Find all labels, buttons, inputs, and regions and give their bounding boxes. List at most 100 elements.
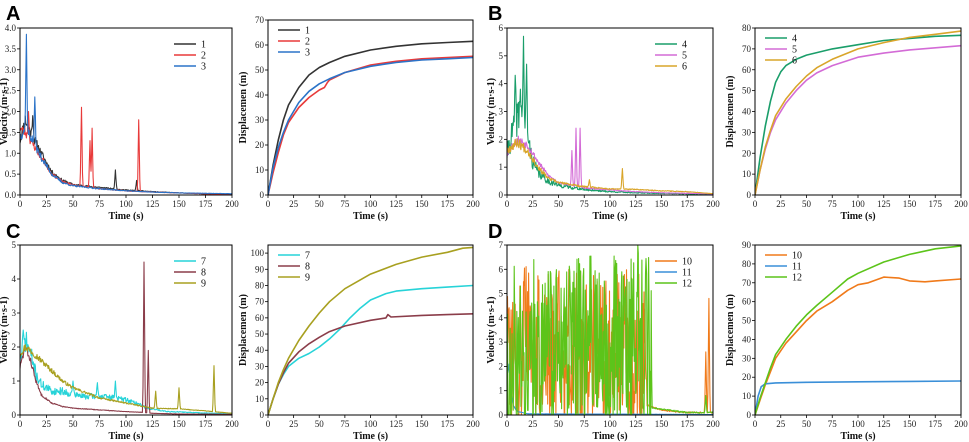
x-axis-label: Time (s): [840, 431, 875, 442]
legend-label: 1: [201, 40, 206, 51]
x-tick-label: 25: [42, 199, 52, 209]
plot-frame: [754, 27, 962, 196]
y-tick-label: 40: [255, 345, 265, 355]
x-tick-label: 50: [554, 419, 564, 429]
x-tick-label: 175: [441, 419, 455, 429]
y-tick-label: 10: [742, 169, 752, 179]
y-tick-label: 2: [499, 134, 504, 144]
x-tick-label: 100: [119, 199, 133, 209]
x-tick-label: 50: [315, 199, 325, 209]
y-tick-label: 20: [255, 378, 265, 388]
x-tick-label: 175: [929, 419, 943, 429]
legend-label: 3: [305, 48, 310, 59]
y-tick-label: 1: [499, 386, 504, 396]
x-tick-label: 0: [18, 199, 23, 209]
chart-A-displacement: 0 25 50 75 100 125 150 175 200 0 10 20 30 40 50 60 70 Tim…: [238, 15, 480, 222]
x-tick-label: 50: [802, 199, 812, 209]
x-tick-label: 100: [603, 199, 617, 209]
y-tick-label: 0: [747, 410, 752, 420]
legend-label: 7: [305, 251, 310, 262]
y-tick-label: 5: [499, 51, 504, 61]
legend-label: 8: [305, 262, 310, 273]
legend-label: 3: [201, 62, 206, 73]
series-line-9: [268, 246, 473, 415]
y-tick-label: 100: [251, 248, 265, 258]
x-tick-label: 125: [877, 199, 891, 209]
y-tick-label: 40: [255, 90, 265, 100]
x-axis-label: Time (s): [592, 211, 627, 222]
x-tick-label: 0: [266, 419, 271, 429]
legend-label: 12: [792, 273, 802, 284]
series-line-5: [755, 44, 961, 195]
legend-label: 11: [792, 262, 802, 273]
y-tick-label: 1: [12, 376, 17, 386]
y-tick-label: 10: [742, 391, 752, 401]
y-tick-label: 3: [12, 308, 17, 318]
plot-frame: [267, 244, 474, 416]
x-tick-label: 175: [681, 199, 695, 209]
x-tick-label: 175: [929, 199, 943, 209]
x-tick-label: 0: [18, 419, 23, 429]
y-tick-label: 20: [742, 372, 752, 382]
y-tick-label: 7: [499, 240, 504, 250]
y-tick-label: 80: [255, 280, 265, 290]
y-tick-label: 6: [499, 264, 504, 274]
x-tick-label: 50: [69, 199, 79, 209]
y-tick-label: 6: [499, 23, 504, 33]
x-tick-label: 75: [828, 419, 838, 429]
chart-B-displacement: 0 25 50 75 100 125 150 175 200 0 10 20 30 40 50 60 70 80 T…: [725, 23, 968, 222]
legend-label: 9: [201, 279, 206, 290]
series-line-10: [755, 276, 961, 415]
x-tick-label: 25: [776, 419, 786, 429]
y-tick-label: 2: [499, 361, 504, 371]
y-tick-label: 50: [255, 65, 265, 75]
x-tick-label: 50: [802, 419, 812, 429]
y-tick-label: 80: [742, 259, 752, 269]
x-tick-label: 150: [903, 199, 917, 209]
y-tick-label: 60: [742, 297, 752, 307]
x-axis-label: Time (s): [108, 431, 143, 442]
chart-D-displacement: 0 25 50 75 100 125 150 175 200 0 10 20 30 40 50 60 70 80 9…: [725, 240, 968, 442]
y-tick-label: 30: [742, 127, 752, 137]
y-axis-label: Velocity (m·s-1): [0, 296, 10, 363]
y-axis-label: Displacemen (m): [238, 72, 249, 144]
chart-C-displacement: 0 25 50 75 100 125 150 175 200 0 10 20 30 40 50 60 70 80 9…: [238, 244, 480, 442]
series-line-1: [20, 115, 232, 195]
x-tick-label: 200: [706, 199, 720, 209]
y-tick-label: 10: [255, 165, 265, 175]
y-tick-label: 0: [260, 190, 265, 200]
x-tick-label: 125: [146, 419, 160, 429]
x-tick-label: 175: [681, 419, 695, 429]
x-tick-label: 100: [851, 199, 865, 209]
x-tick-label: 150: [655, 199, 669, 209]
y-tick-label: 1.0: [5, 148, 17, 158]
x-tick-label: 200: [466, 419, 480, 429]
y-tick-label: 0.5: [5, 169, 17, 179]
y-tick-label: 50: [742, 316, 752, 326]
y-tick-label: 2.5: [5, 86, 17, 96]
y-axis-label: Displacemen (m): [725, 76, 736, 148]
x-tick-label: 150: [415, 199, 429, 209]
series-line-12: [507, 245, 713, 415]
y-tick-label: 60: [255, 313, 265, 323]
y-tick-label: 1.5: [5, 127, 17, 137]
legend-label: 4: [792, 34, 797, 45]
x-tick-label: 25: [528, 419, 538, 429]
y-tick-label: 50: [255, 329, 265, 339]
x-tick-label: 200: [954, 419, 968, 429]
series-line-6: [507, 138, 713, 195]
y-tick-label: 0: [499, 190, 504, 200]
series-line-2: [20, 106, 232, 195]
x-tick-label: 0: [505, 419, 510, 429]
series-line-3: [20, 33, 232, 195]
x-tick-label: 50: [69, 419, 79, 429]
y-tick-label: 20: [255, 140, 265, 150]
series-line-9: [20, 344, 232, 414]
x-tick-label: 150: [655, 419, 669, 429]
y-tick-label: 0: [499, 410, 504, 420]
x-tick-label: 100: [851, 419, 865, 429]
x-tick-label: 75: [95, 199, 105, 209]
x-tick-label: 150: [903, 419, 917, 429]
